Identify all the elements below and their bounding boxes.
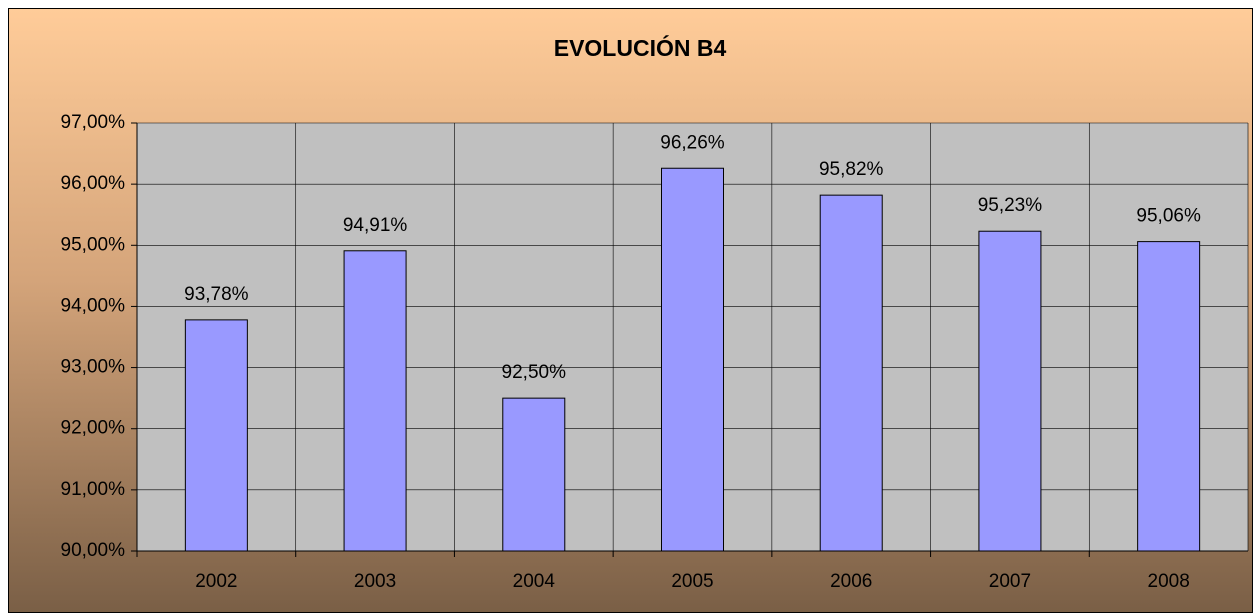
y-tick-label: 91,00% [61, 479, 126, 500]
y-tick-label: 96,00% [61, 173, 126, 194]
chart-title: EVOLUCIÓN B4 [554, 34, 727, 61]
y-tick-label: 97,00% [61, 112, 126, 133]
y-tick-label: 93,00% [61, 357, 126, 378]
x-tick-label: 2008 [1148, 571, 1190, 592]
bar [819, 194, 883, 552]
value-label: 95,82% [819, 159, 884, 180]
y-tick-label: 95,00% [61, 234, 126, 255]
value-label: 96,26% [660, 132, 725, 153]
y-tick-label: 92,00% [61, 418, 126, 439]
bar [1137, 241, 1201, 552]
x-tick-label: 2003 [354, 571, 396, 592]
x-tick-label: 2002 [195, 571, 237, 592]
x-tick-label: 2006 [830, 571, 872, 592]
bar [661, 167, 724, 552]
value-label: 95,23% [978, 195, 1043, 216]
value-label: 92,50% [502, 362, 567, 383]
bar [184, 319, 248, 552]
value-label: 95,06% [1136, 206, 1201, 227]
y-tick-label: 94,00% [61, 295, 126, 316]
y-tick-label: 90,00% [61, 540, 126, 561]
x-tick-label: 2004 [513, 571, 556, 592]
value-label: 93,78% [184, 284, 249, 305]
x-tick-label: 2007 [989, 571, 1031, 592]
bar [978, 230, 1042, 552]
bar [343, 250, 407, 552]
value-label: 94,91% [343, 215, 408, 236]
x-tick-label: 2005 [671, 571, 713, 592]
bar [502, 397, 566, 552]
